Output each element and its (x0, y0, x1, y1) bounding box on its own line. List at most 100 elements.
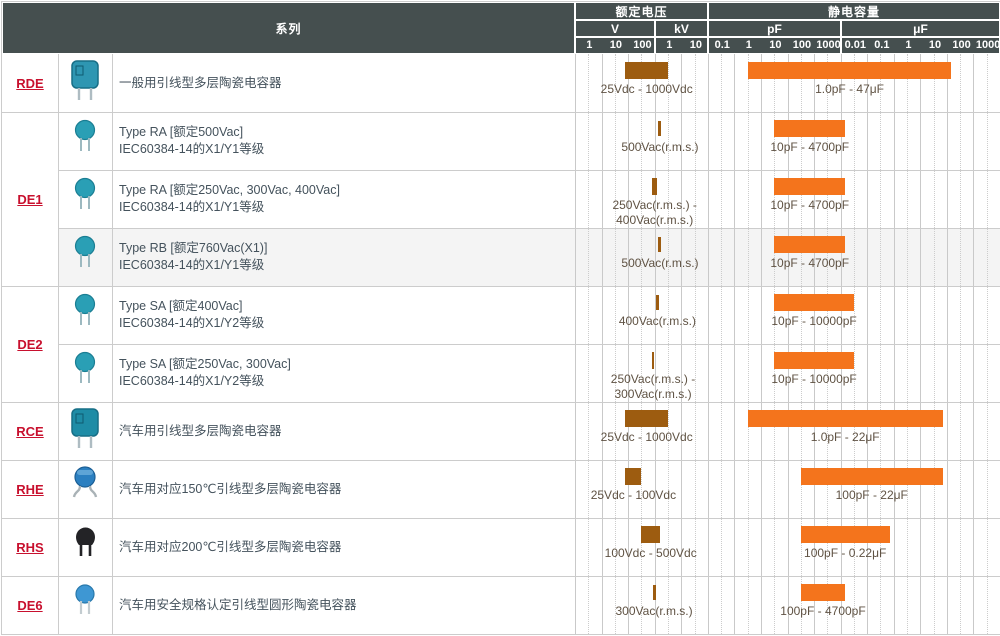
product-description-line: 一般用引线型多层陶瓷电容器 (119, 75, 575, 92)
product-description: Type SA [额定400Vac]IEC60384-14的X1/Y2等级 (112, 286, 575, 344)
capacitance-range-label: 100pF - 0.22μF (804, 546, 886, 561)
axis-tick-label: 0.1 (868, 38, 895, 53)
product-description: Type RA [额定250Vac, 300Vac, 400Vac]IEC603… (112, 170, 575, 228)
box-capacitor-icon (65, 405, 105, 458)
product-description: 一般用引线型多层陶瓷电容器 (112, 54, 575, 112)
picofarad-unit-header: pF (708, 20, 841, 37)
microfarad-axis-tick-strip: 0.010.11101001000 (841, 37, 1000, 54)
series-cell-rde: RDE (2, 54, 58, 112)
series-link-rde[interactable]: RDE (16, 76, 43, 91)
product-icon-cell (58, 286, 112, 344)
capacitance-range-label: 100pF - 4700pF (780, 604, 865, 619)
voltage-range-label: 25Vdc - 1000Vdc (601, 430, 693, 445)
series-link-de1[interactable]: DE1 (17, 192, 42, 207)
product-icon-cell (58, 460, 112, 518)
axis-tick-label: 100 (788, 38, 815, 53)
product-description-line: IEC60384-14的X1/Y2等级 (119, 315, 575, 332)
series-column-header: 系列 (2, 2, 575, 54)
product-description: 汽车用安全规格认定引线型圆形陶瓷电容器 (112, 576, 575, 634)
product-description: Type RA [额定500Vac]IEC60384-14的X1/Y1等级 (112, 112, 575, 170)
product-description-line: 汽车用安全规格认定引线型圆形陶瓷电容器 (119, 597, 575, 614)
voltage-range-bar (625, 62, 668, 79)
axis-tick-label: 1 (735, 38, 762, 53)
product-icon-cell (58, 402, 112, 460)
series-cell-de2: DE2 (2, 286, 58, 402)
capacitance-range-bar (748, 62, 952, 79)
series-link-de2[interactable]: DE2 (17, 337, 42, 352)
capacitance-range-bar (801, 468, 943, 485)
capacitance-range-bar (801, 526, 890, 543)
kilovolt-unit-label: kV (674, 22, 689, 36)
disc-capacitor-light-blue-icon (65, 581, 105, 630)
axis-tick-label: 0.1 (709, 38, 736, 53)
capacitance-range-label: 10pF - 10000pF (771, 314, 856, 329)
product-description-line: Type RA [额定250Vac, 300Vac, 400Vac] (119, 182, 575, 199)
product-description-line: 汽车用对应200℃引线型多层陶瓷电容器 (119, 539, 575, 556)
capacitor-lineup-table: 系列 额定电压 静电容量 V kV pF μF 110100 110 0.111… (1, 1, 1000, 635)
rated-voltage-group-header: 额定电压 (575, 2, 708, 20)
voltage-range-label: 250Vac(r.m.s.) - 300Vac(r.m.s.) (611, 372, 695, 402)
product-icon-cell (58, 518, 112, 576)
voltage-range-label: 500Vac(r.m.s.) (621, 256, 698, 271)
capacitance-range-bar (774, 236, 845, 253)
series-link-de6[interactable]: DE6 (17, 598, 42, 613)
series-link-rce[interactable]: RCE (16, 424, 43, 439)
axis-tick-label: 100 (629, 38, 656, 53)
axis-tick-label: 1000 (815, 38, 842, 53)
product-description: Type RB [额定760Vac(X1)]IEC60384-14的X1/Y1等… (112, 228, 575, 286)
voltage-range-bar (652, 178, 657, 195)
voltage-range-label: 300Vac(r.m.s.) (616, 604, 693, 619)
capacitance-group-label: 静电容量 (828, 3, 880, 20)
voltage-range-bar (625, 410, 668, 427)
disc-capacitor-black-icon (65, 523, 105, 572)
series-cell-rhe: RHE (2, 460, 58, 518)
product-icon-cell (58, 344, 112, 402)
series-cell-rhs: RHS (2, 518, 58, 576)
capacitance-range-bar (774, 120, 845, 137)
series-link-rhe[interactable]: RHE (16, 482, 43, 497)
voltage-range-bar (641, 526, 660, 543)
disc-capacitor-icon (65, 117, 105, 166)
product-description-line: Type RB [额定760Vac(X1)] (119, 240, 575, 257)
capacitance-range-label: 10pF - 10000pF (771, 372, 856, 387)
picofarad-unit-label: pF (767, 22, 782, 36)
voltage-range-bar (652, 352, 654, 369)
capacitance-range-label: 100pF - 22μF (836, 488, 908, 503)
product-icon-cell (58, 228, 112, 286)
axis-tick-label: 1000 (975, 38, 1000, 53)
disc-capacitor-bent-leads-icon (63, 464, 107, 515)
box-capacitor-icon (65, 57, 105, 110)
product-description-line: IEC60384-14的X1/Y1等级 (119, 257, 575, 274)
product-icon-cell (58, 54, 112, 112)
disc-capacitor-icon (65, 175, 105, 224)
voltage-range-label: 400Vac(r.m.s.) (619, 314, 696, 329)
voltage-range-label: 25Vdc - 100Vdc (591, 488, 676, 503)
series-cell-rce: RCE (2, 402, 58, 460)
product-icon-cell (58, 576, 112, 634)
product-description-line: IEC60384-14的X1/Y1等级 (119, 199, 575, 216)
volt-unit-header: V (575, 20, 655, 37)
axis-tick-label: 10 (762, 38, 789, 53)
volt-axis-tick-strip: 110100 (575, 37, 655, 54)
voltage-range-label: 250Vac(r.m.s.) - 400Vac(r.m.s.) (612, 198, 696, 228)
capacitance-range-label: 10pF - 4700pF (770, 198, 849, 213)
capacitance-range-bar (774, 178, 845, 195)
disc-capacitor-icon (65, 233, 105, 282)
capacitance-range-bar (801, 584, 845, 601)
picofarad-axis-tick-strip: 0.11101001000 (708, 37, 841, 54)
series-link-rhs[interactable]: RHS (16, 540, 43, 555)
microfarad-unit-label: μF (913, 22, 928, 36)
column-separator (112, 54, 113, 634)
product-description: 汽车用对应200℃引线型多层陶瓷电容器 (112, 518, 575, 576)
product-description-line: 汽车用对应150℃引线型多层陶瓷电容器 (119, 481, 575, 498)
rated-voltage-group-label: 额定电压 (615, 3, 667, 20)
axis-tick-label: 100 (948, 38, 975, 53)
series-column-header-label: 系列 (275, 20, 301, 37)
voltage-range-bar (653, 585, 656, 600)
capacitance-range-label: 10pF - 4700pF (770, 256, 849, 271)
product-description-line: Type RA [额定500Vac] (119, 124, 575, 141)
series-cell-de6: DE6 (2, 576, 58, 634)
disc-capacitor-icon (65, 291, 105, 340)
voltage-range-bar (625, 468, 641, 485)
product-description: Type SA [额定250Vac, 300Vac]IEC60384-14的X1… (112, 344, 575, 402)
